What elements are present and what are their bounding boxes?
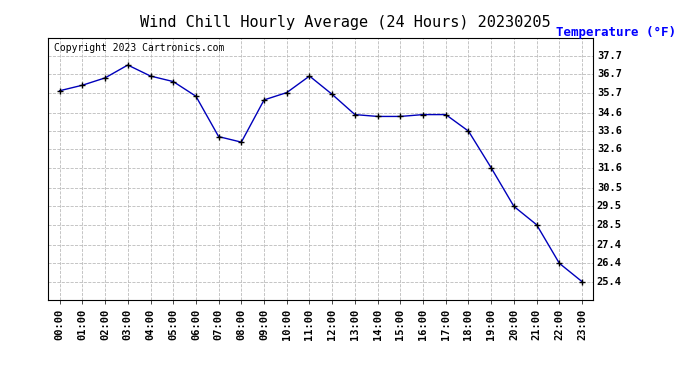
Text: Temperature (°F): Temperature (°F) xyxy=(556,26,676,39)
Text: 26.4: 26.4 xyxy=(597,258,622,268)
Text: 36.7: 36.7 xyxy=(597,69,622,79)
Text: 35.7: 35.7 xyxy=(597,88,622,98)
Text: Wind Chill Hourly Average (24 Hours) 20230205: Wind Chill Hourly Average (24 Hours) 202… xyxy=(139,15,551,30)
Text: 32.6: 32.6 xyxy=(597,144,622,154)
Text: 25.4: 25.4 xyxy=(597,277,622,286)
Text: 34.6: 34.6 xyxy=(597,108,622,118)
Text: 33.6: 33.6 xyxy=(597,126,622,136)
Text: 27.4: 27.4 xyxy=(597,240,622,250)
Text: 29.5: 29.5 xyxy=(597,201,622,211)
Text: 28.5: 28.5 xyxy=(597,220,622,230)
Text: 30.5: 30.5 xyxy=(597,183,622,193)
Text: Copyright 2023 Cartronics.com: Copyright 2023 Cartronics.com xyxy=(54,43,224,53)
Text: 37.7: 37.7 xyxy=(597,51,622,61)
Text: 31.6: 31.6 xyxy=(597,163,622,173)
